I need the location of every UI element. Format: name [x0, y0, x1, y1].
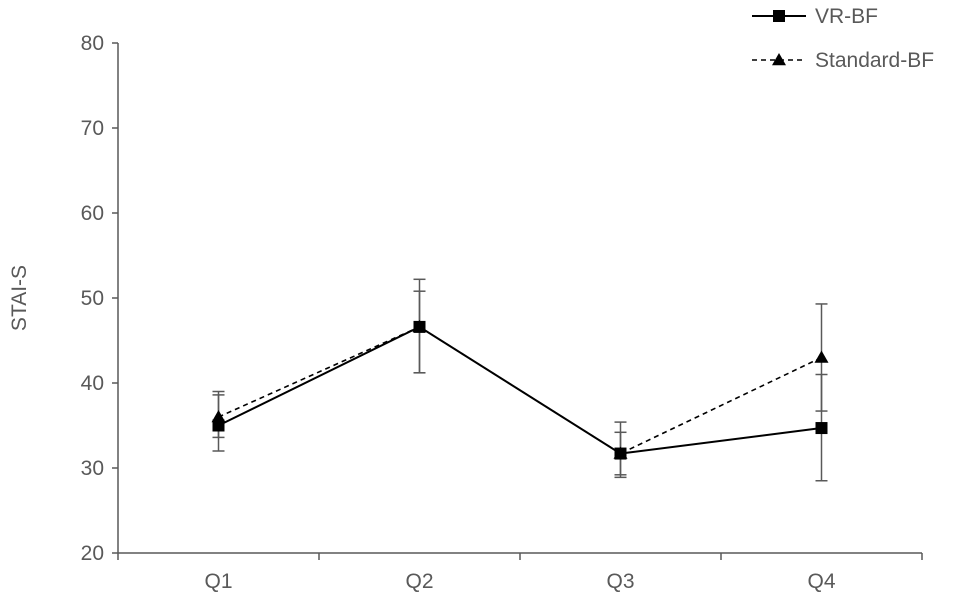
legend-label: VR-BF	[815, 5, 878, 28]
series-line	[218, 325, 822, 455]
axes	[117, 43, 922, 554]
data-point	[413, 320, 426, 333]
data-point	[814, 350, 829, 363]
x-tick-label: Q3	[606, 570, 634, 593]
x-axis-ticks: Q1 Q2 Q3 Q4	[117, 553, 923, 593]
series-line	[218, 325, 822, 455]
y-axis-title: STAI-S	[8, 265, 31, 331]
legend-marker	[772, 53, 786, 66]
y-tick-label: 60	[81, 202, 104, 225]
legend: VR-BF Standard-BF	[752, 5, 934, 72]
legend-marker	[773, 10, 785, 22]
series-layer	[211, 278, 829, 482]
y-tick-label: 80	[81, 32, 104, 55]
series-vr-bf	[212, 320, 828, 460]
data-point	[212, 419, 225, 432]
error-bars-vr-bf	[212, 278, 828, 482]
y-tick-label: 70	[81, 117, 104, 140]
y-tick-label: 40	[81, 372, 104, 395]
x-tick-label: Q1	[204, 570, 232, 593]
x-tick-label: Q4	[807, 570, 835, 593]
data-point	[211, 410, 226, 423]
legend-item: VR-BF	[752, 5, 878, 28]
data-point	[815, 422, 828, 435]
y-tick-label: 20	[81, 542, 104, 565]
data-point	[614, 447, 627, 460]
legend-item: Standard-BF	[752, 49, 934, 72]
x-tick-label: Q2	[405, 570, 433, 593]
legend-label: Standard-BF	[815, 49, 934, 72]
y-tick-label: 50	[81, 287, 104, 310]
y-axis-ticks: 20 30 40 50 60 70 80	[81, 32, 118, 565]
y-tick-label: 30	[81, 457, 104, 480]
